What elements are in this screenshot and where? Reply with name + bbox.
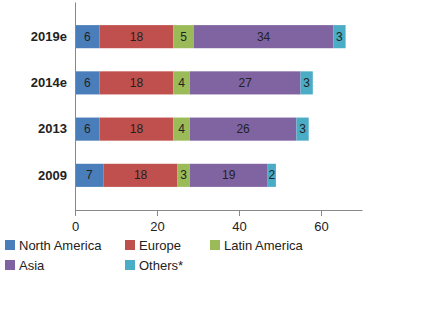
tick-label: 2019e [31,29,67,44]
tick-label: 60 [314,219,328,234]
legend-swatch [210,240,220,250]
tick: 2013 [38,121,75,136]
data-label: 7 [86,168,93,182]
data-label: 6 [84,30,91,44]
legend-swatch [125,260,135,270]
bar-segment [190,118,297,141]
bar-segment [190,71,301,94]
legend-swatch [125,240,135,250]
tick: 2009 [38,167,75,182]
bar-segment [104,164,178,187]
data-label: 3 [303,76,310,90]
data-label: 19 [222,168,236,182]
data-label: 27 [238,76,252,90]
bar-segment [100,71,174,94]
tick: 0 [72,210,79,234]
legend-item: Europe [125,238,181,253]
bar-segment [194,25,333,48]
bar-segment [190,164,268,187]
legend-label: North America [19,238,102,253]
legend-label: Others* [139,258,183,273]
data-labels: 6 6 6 7 18 18 18 18 5 4 4 3 34 27 26 19 3 3 3 2 [84,30,343,183]
axis-line [76,210,363,211]
bar-segment [173,71,189,94]
data-label: 6 [84,76,91,90]
data-label: 34 [257,30,271,44]
bar-segment [296,118,308,141]
tick-label: 2013 [38,121,67,136]
bar-segment [333,25,345,48]
tick-label: 2014e [31,75,67,90]
tick-mark [157,210,158,216]
tick: 2014e [31,75,75,90]
legend-swatch [5,240,15,250]
tick-label: 20 [150,219,164,234]
tick-mark [75,210,76,216]
data-label: 6 [84,122,91,136]
bar-segment [75,71,100,94]
data-label: 4 [178,76,185,90]
data-label: 3 [336,30,343,44]
legend: North America Europe Latin America Asia Othe… [5,238,304,273]
data-label: 3 [299,122,306,136]
data-label: 3 [180,168,187,182]
bars [75,25,346,187]
tick-mark [321,210,322,216]
bar-segment [301,71,313,94]
bar-segment [178,164,190,187]
legend-item: Asia [5,258,45,273]
bar-segment [173,118,189,141]
legend-item: Latin America [210,238,304,253]
bar-segment [173,25,194,48]
data-label: 18 [130,76,144,90]
tick-mark [239,210,240,216]
tick: 2019e [31,29,75,44]
tick: 40 [232,210,246,234]
bar-segment [75,118,100,141]
x-axis: 0 20 40 60 [72,210,363,234]
axis-line [75,3,76,211]
legend-label: Latin America [224,238,304,253]
bar-segment [75,25,100,48]
bar-segment [100,118,174,141]
bar-segment [268,164,276,187]
data-label: 18 [134,168,148,182]
tick-label: 40 [232,219,246,234]
legend-label: Europe [139,238,181,253]
legend-swatch [5,260,15,270]
data-label: 5 [180,30,187,44]
legend-item: Others* [125,258,183,273]
bar-segment [75,164,104,187]
legend-item: North America [5,238,102,253]
tick-label: 0 [72,219,79,234]
tick: 20 [150,210,164,234]
tick: 60 [314,210,328,234]
tick-label: 2009 [38,167,67,182]
data-label: 26 [236,122,250,136]
bar-segment [100,25,174,48]
data-label: 18 [130,30,144,44]
chart: 666718181818544334272619333202040602019e… [0,0,430,333]
data-label: 18 [130,122,144,136]
y-axis: 2019e 2014e 2013 2009 [31,3,76,211]
data-label: 2 [268,168,275,182]
data-label: 4 [178,122,185,136]
legend-label: Asia [19,258,45,273]
